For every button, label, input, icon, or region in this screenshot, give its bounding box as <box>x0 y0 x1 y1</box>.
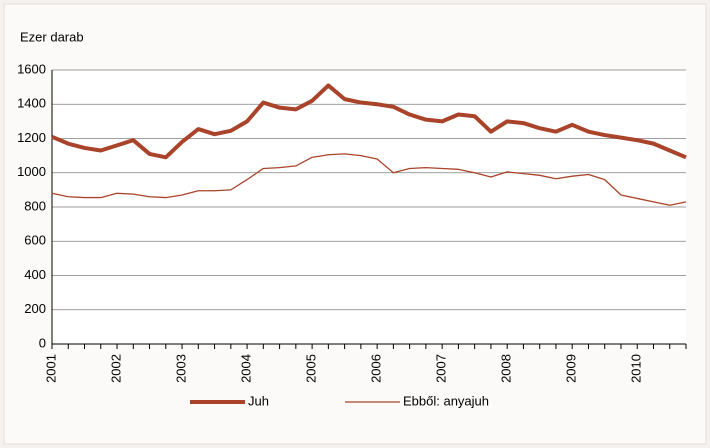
x-tick-label: 2005 <box>304 354 319 383</box>
legend-label: Juh <box>248 393 269 408</box>
x-tick-label: 2001 <box>43 354 58 383</box>
series-line <box>51 153 687 206</box>
x-tick-label: 2007 <box>434 354 449 383</box>
x-tick-label: 2003 <box>173 354 188 383</box>
legend-label: Ebből: anyajuh <box>403 393 489 408</box>
y-tick-label: 0 <box>39 335 46 350</box>
y-axis-label: Ezer darab <box>20 29 84 44</box>
series-line <box>51 83 687 160</box>
x-tick-label: 2008 <box>499 354 514 383</box>
y-tick-label: 800 <box>24 198 46 213</box>
y-tick-label: 600 <box>24 233 46 248</box>
y-tick-label: 200 <box>24 301 46 316</box>
y-tick-label: 400 <box>24 267 46 282</box>
x-tick-label: 2006 <box>369 354 384 383</box>
x-tick-label: 2010 <box>629 354 644 383</box>
y-tick-label: 1400 <box>17 96 46 111</box>
y-tick-label: 1600 <box>17 61 46 76</box>
y-tick-label: 1000 <box>17 164 46 179</box>
x-tick-label: 2009 <box>564 354 579 383</box>
x-tick-label: 2004 <box>239 354 254 383</box>
y-tick-label: 1200 <box>17 130 46 145</box>
x-tick-label: 2002 <box>108 354 123 383</box>
